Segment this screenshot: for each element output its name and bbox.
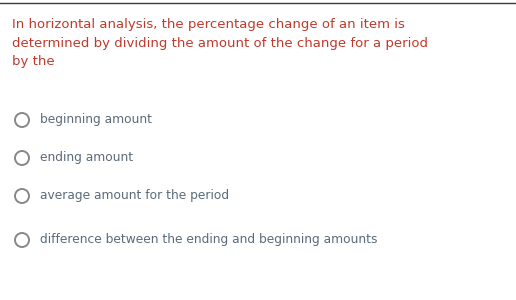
Text: In horizontal analysis, the percentage change of an item is
determined by dividi: In horizontal analysis, the percentage c… — [12, 18, 428, 68]
Text: average amount for the period: average amount for the period — [40, 190, 229, 202]
Text: ending amount: ending amount — [40, 152, 133, 164]
Text: beginning amount: beginning amount — [40, 113, 152, 127]
Text: difference between the ending and beginning amounts: difference between the ending and beginn… — [40, 233, 378, 247]
